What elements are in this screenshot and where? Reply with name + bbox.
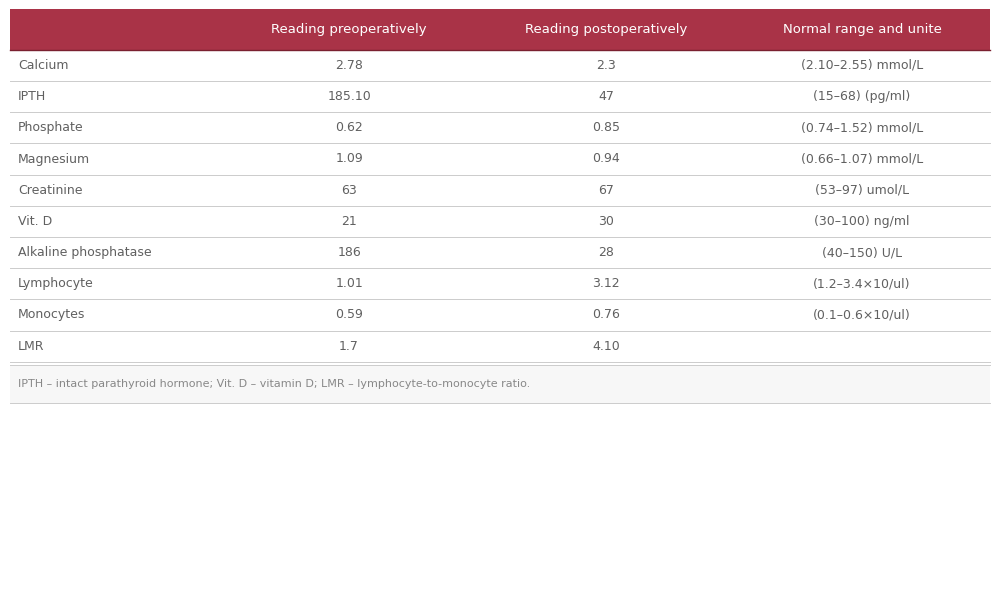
Text: Creatinine: Creatinine — [18, 184, 82, 197]
Text: 4.10: 4.10 — [592, 340, 620, 353]
Text: Reading preoperatively: Reading preoperatively — [271, 23, 427, 36]
Text: IPTH: IPTH — [18, 90, 46, 103]
Text: (30–100) ng/ml: (30–100) ng/ml — [814, 215, 910, 228]
Text: Vit. D: Vit. D — [18, 215, 52, 228]
Text: (0.66–1.07) mmol/L: (0.66–1.07) mmol/L — [801, 152, 923, 166]
Text: Alkaline phosphatase: Alkaline phosphatase — [18, 246, 152, 259]
Text: 47: 47 — [598, 90, 614, 103]
Text: Magnesium: Magnesium — [18, 152, 90, 166]
Text: 186: 186 — [337, 246, 361, 259]
Text: 63: 63 — [341, 184, 357, 197]
Text: 1.7: 1.7 — [339, 340, 359, 353]
FancyBboxPatch shape — [10, 9, 990, 50]
Text: (40–150) U/L: (40–150) U/L — [822, 246, 902, 259]
Text: Calcium: Calcium — [18, 59, 68, 72]
Text: Phosphate: Phosphate — [18, 121, 84, 134]
Text: 0.59: 0.59 — [335, 308, 363, 322]
Text: Normal range and unite: Normal range and unite — [783, 23, 942, 36]
Text: 1.09: 1.09 — [335, 152, 363, 166]
FancyBboxPatch shape — [10, 365, 990, 403]
Text: 0.76: 0.76 — [592, 308, 620, 322]
Text: 0.94: 0.94 — [592, 152, 620, 166]
Text: 21: 21 — [341, 215, 357, 228]
Text: (15–68) (pg/ml): (15–68) (pg/ml) — [813, 90, 911, 103]
Text: 28: 28 — [598, 246, 614, 259]
Text: LMR: LMR — [18, 340, 44, 353]
Text: 2.3: 2.3 — [596, 59, 616, 72]
Text: (0.1–0.6×10/ul): (0.1–0.6×10/ul) — [813, 308, 911, 322]
Text: (53–97) umol/L: (53–97) umol/L — [815, 184, 909, 197]
Text: 67: 67 — [598, 184, 614, 197]
Text: 2.78: 2.78 — [335, 59, 363, 72]
Text: (0.74–1.52) mmol/L: (0.74–1.52) mmol/L — [801, 121, 923, 134]
Text: (2.10–2.55) mmol/L: (2.10–2.55) mmol/L — [801, 59, 923, 72]
Text: 0.85: 0.85 — [592, 121, 620, 134]
Text: 0.62: 0.62 — [335, 121, 363, 134]
Text: Lymphocyte: Lymphocyte — [18, 277, 94, 290]
Text: 30: 30 — [598, 215, 614, 228]
Text: 185.10: 185.10 — [327, 90, 371, 103]
Text: 1.01: 1.01 — [335, 277, 363, 290]
Text: Monocytes: Monocytes — [18, 308, 85, 322]
Text: 3.12: 3.12 — [592, 277, 620, 290]
Text: (1.2–3.4×10/ul): (1.2–3.4×10/ul) — [813, 277, 911, 290]
Text: Reading postoperatively: Reading postoperatively — [525, 23, 687, 36]
Text: IPTH – intact parathyroid hormone; Vit. D – vitamin D; LMR – lymphocyte-to-monoc: IPTH – intact parathyroid hormone; Vit. … — [18, 379, 530, 389]
